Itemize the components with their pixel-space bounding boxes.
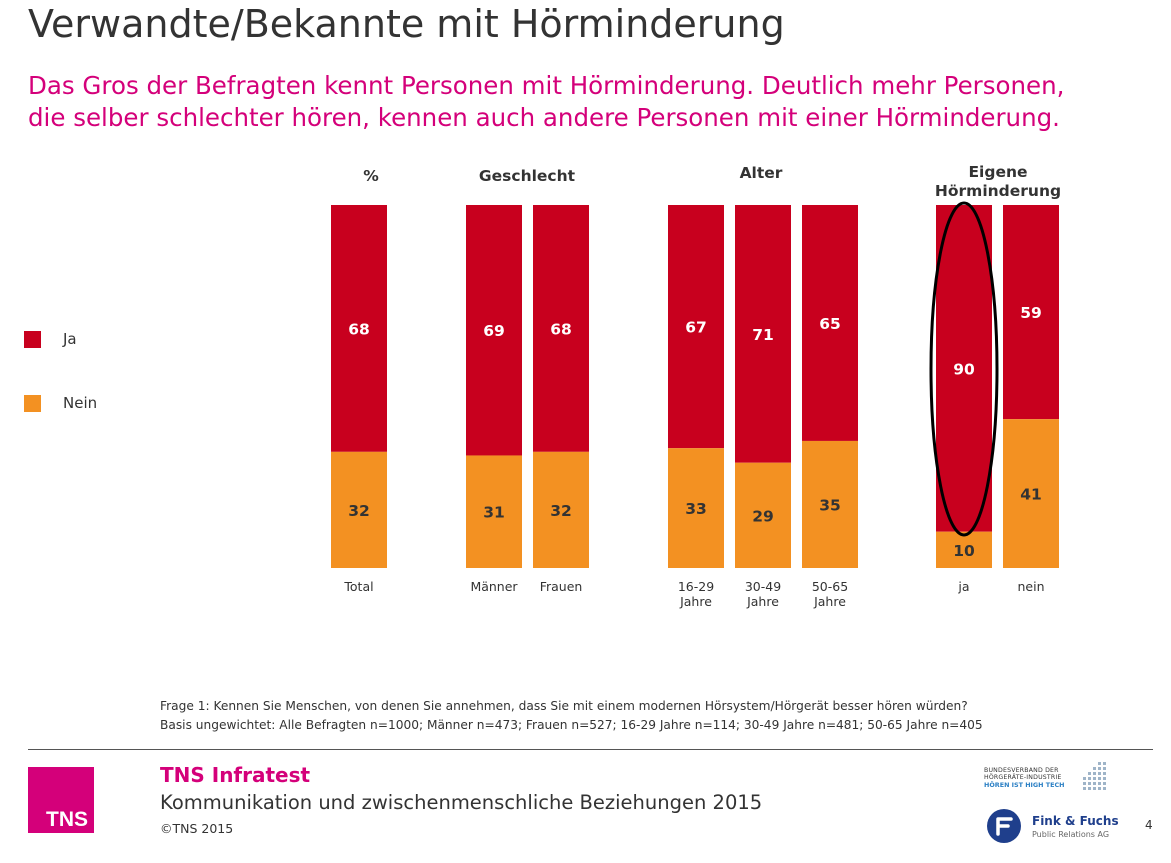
bar-nein-7	[1003, 419, 1059, 568]
bar-ja-4	[735, 205, 791, 463]
label-ja-0: 68	[348, 320, 370, 338]
label-ja-4: 71	[752, 326, 774, 344]
copyright: ©TNS 2015	[160, 821, 234, 836]
label-nein-0: 32	[348, 502, 370, 520]
label-ja-2: 68	[550, 320, 572, 338]
label-ja-1: 69	[483, 322, 505, 340]
group-header-3-line-0: Eigene	[968, 163, 1027, 181]
label-ja-3: 67	[685, 319, 707, 337]
category-label-5-line-1: Jahre	[813, 594, 846, 609]
legend-swatch-nein	[24, 394, 41, 412]
subtitle: Das Gros der Befragten kennt Personen mi…	[28, 70, 1064, 134]
fink-fuchs-logo-icon	[987, 809, 1021, 843]
bar-nein-3	[668, 448, 724, 568]
label-nein-1: 31	[483, 504, 505, 522]
category-label-3-line-1: Jahre	[679, 594, 712, 609]
category-label-2-line-0: Frauen	[540, 579, 583, 594]
label-nein-4: 29	[752, 507, 774, 525]
label-ja-6: 90	[953, 360, 975, 378]
legend-label-ja: Ja	[63, 330, 77, 348]
footer-divider	[28, 749, 1153, 750]
category-label-5-line-0: 50-65	[812, 579, 848, 594]
footnote-base: Basis ungewichtet: Alle Befragten n=1000…	[160, 718, 983, 732]
highlight-ellipse	[929, 201, 999, 537]
bar-nein-1	[466, 455, 522, 568]
bvhi-line-3: HÖREN IST HIGH TECH	[984, 781, 1065, 789]
category-label-3-line-0: 16-29	[678, 579, 714, 594]
group-header-2-line-0: Alter	[740, 164, 783, 182]
bar-nein-2	[533, 451, 589, 568]
bar-ja-2	[533, 205, 589, 452]
category-label-4-line-1: Jahre	[746, 594, 779, 609]
bar-nein-6	[936, 531, 992, 568]
fink-fuchs-subtitle: Public Relations AG	[1032, 830, 1110, 839]
bar-ja-7	[1003, 205, 1059, 420]
bvhi-line-2: HÖRGERÄTE-INDUSTRIE	[984, 774, 1062, 781]
bvhi-dots-icon	[1083, 762, 1106, 790]
legend-item-ja: Ja	[24, 330, 77, 348]
footnote-question: Frage 1: Kennen Sie Menschen, von denen …	[160, 699, 968, 713]
fink-fuchs-f-icon	[996, 817, 1013, 836]
tns-logo: TNS	[28, 767, 94, 833]
group-header-3-line-1: Hörminderung	[935, 182, 1061, 200]
category-label-4-line-0: 30-49	[745, 579, 781, 594]
category-label-0-line-0: Total	[343, 579, 373, 594]
label-nein-6: 10	[953, 542, 975, 560]
bar-nein-5	[802, 440, 858, 568]
legend-item-nein: Nein	[24, 394, 97, 412]
company-name: TNS Infratest	[160, 763, 311, 787]
category-label-1-line-0: Männer	[470, 579, 518, 594]
bar-ja-5	[802, 205, 858, 441]
subtitle-line-2: die selber schlechter hören, kennen auch…	[28, 103, 1060, 132]
category-label-7-line-0: nein	[1017, 579, 1044, 594]
label-nein-7: 41	[1020, 486, 1042, 504]
bar-nein-0	[331, 451, 387, 568]
bvhi-logo: BUNDESVERBAND DER HÖRGERÄTE-INDUSTRIE HÖ…	[984, 767, 1074, 789]
fink-fuchs-name: Fink & Fuchs	[1032, 814, 1119, 828]
page-title: Verwandte/Bekannte mit Hörminderung	[28, 2, 785, 46]
label-ja-7: 59	[1020, 304, 1042, 322]
bar-nein-4	[735, 462, 791, 568]
page-number: 4	[1145, 818, 1153, 832]
label-nein-2: 32	[550, 502, 572, 520]
label-nein-3: 33	[685, 500, 707, 518]
label-ja-5: 65	[819, 315, 841, 333]
group-header-1-line-0: Geschlecht	[479, 167, 576, 185]
legend-swatch-ja	[24, 330, 41, 348]
bar-ja-3	[668, 205, 724, 449]
bvhi-line-1: BUNDESVERBAND DER	[984, 767, 1059, 774]
category-label-6-line-0: ja	[957, 579, 969, 594]
study-title: Kommunikation und zwischenmenschliche Be…	[160, 791, 763, 814]
bar-ja-1	[466, 205, 522, 456]
legend-label-nein: Nein	[63, 394, 98, 412]
subtitle-line-1: Das Gros der Befragten kennt Personen mi…	[28, 71, 1065, 100]
group-header-0-line-0: %	[363, 167, 379, 185]
label-nein-5: 35	[819, 496, 841, 514]
bar-ja-6	[936, 205, 992, 532]
bar-ja-0	[331, 205, 387, 452]
